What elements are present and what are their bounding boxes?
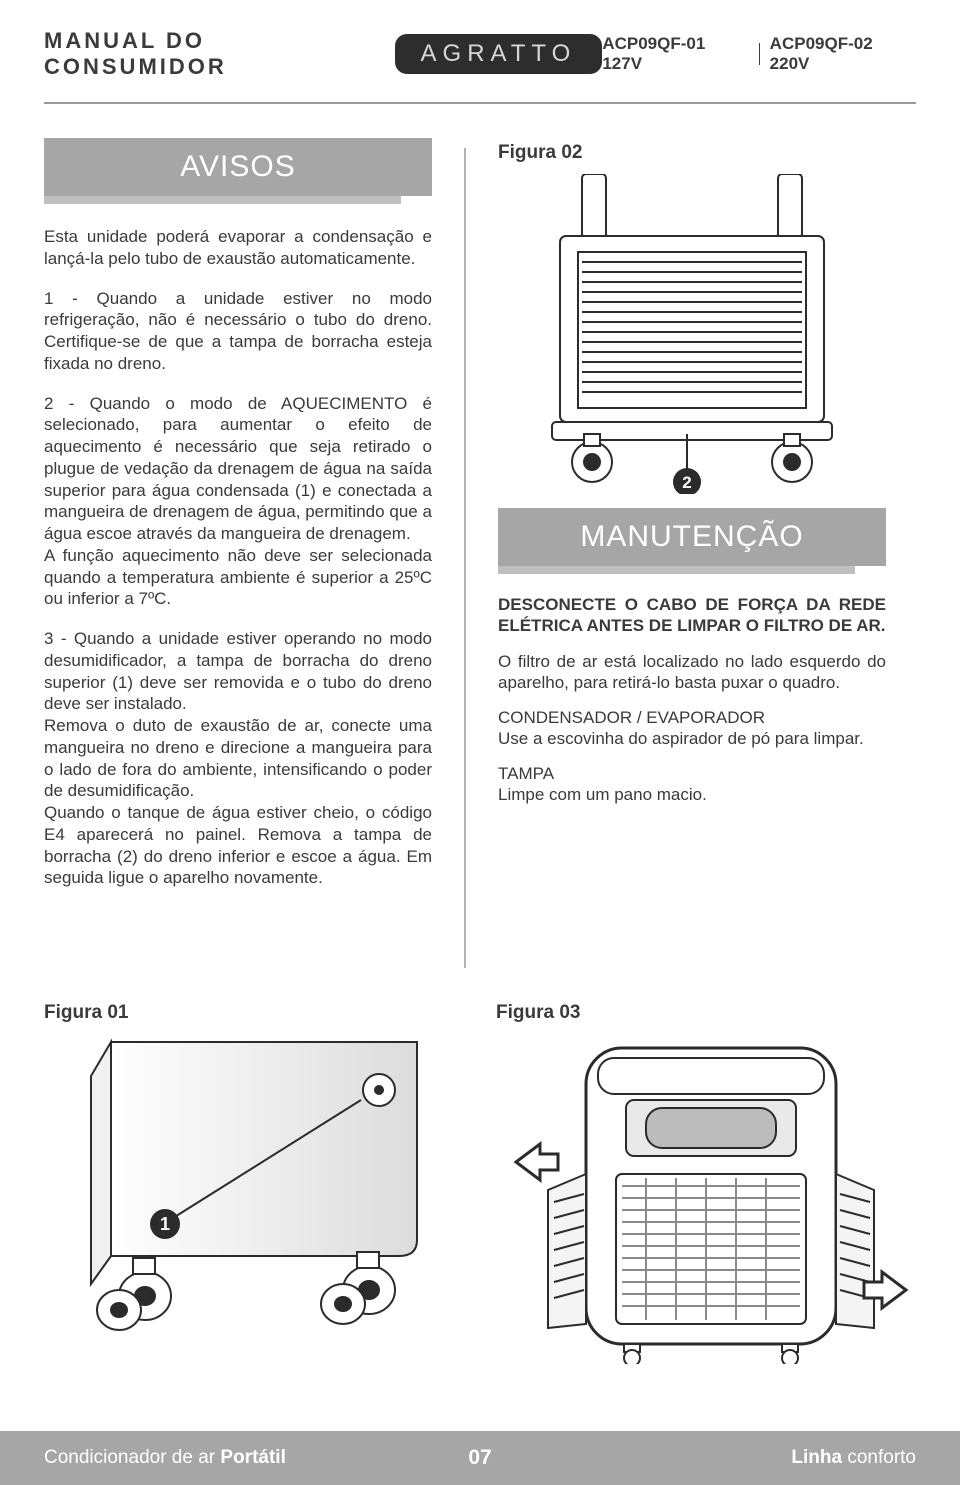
figure-02-callout-2: 2 — [673, 434, 701, 494]
column-left: AVISOS Esta unidade poderá evaporar a co… — [44, 138, 464, 968]
page-footer: Condicionador de ar Portátil 07 Linha co… — [0, 1431, 960, 1485]
main-columns: AVISOS Esta unidade poderá evaporar a co… — [0, 104, 960, 968]
figure-01-label: Figura 01 — [44, 1002, 464, 1024]
figure-03-label: Figura 03 — [496, 1002, 916, 1024]
avisos-item-1: 1 - Quando a unidade estiver no modo ref… — [44, 288, 432, 375]
model-code-1: ACP09QF-01 127V — [602, 34, 748, 74]
manual-title: MANUAL DO CONSUMIDOR — [44, 28, 395, 80]
avisos-banner-shadow — [44, 196, 401, 204]
footer-series-bold: Linha — [791, 1447, 842, 1468]
avisos-banner: AVISOS — [44, 138, 432, 196]
filter-location-text: O filtro de ar está localizado no lado e… — [498, 651, 886, 695]
avisos-intro: Esta unidade poderá evaporar a condensaç… — [44, 226, 432, 270]
page-header: MANUAL DO CONSUMIDOR AGRATTO ACP09QF-01 … — [0, 0, 960, 102]
avisos-item-3: 3 - Quando a unidade estiver operando no… — [44, 628, 432, 715]
figure-02-label: Figura 02 — [498, 142, 886, 164]
svg-text:1: 1 — [160, 1214, 170, 1234]
footer-product: Condicionador de ar Portátil — [44, 1447, 286, 1469]
maintenance-warning: DESCONECTE O CABO DE FORÇA DA REDE ELÉTR… — [498, 594, 886, 637]
avisos-item-3c: Quando o tanque de água estiver cheio, o… — [44, 802, 432, 889]
avisos-item-3b: Remova o duto de exaustão de ar, conecte… — [44, 715, 432, 802]
footer-product-pre: Condicionador de ar — [44, 1447, 220, 1468]
footer-series-rest: conforto — [842, 1447, 916, 1468]
figure-01-column: Figura 01 1 — [44, 1002, 464, 1364]
column-right: Figura 02 — [466, 138, 886, 968]
condenser-text: Use a escovinha do aspirador de pó para … — [498, 728, 886, 750]
avisos-item-2: 2 - Quando o modo de AQUECIMENTO é selec… — [44, 393, 432, 545]
brand-badge: AGRATTO — [395, 34, 603, 74]
footer-product-bold: Portátil — [220, 1447, 285, 1468]
figures-row: Figura 01 1 — [0, 968, 960, 1364]
figure-03 — [496, 1034, 916, 1364]
avisos-item-2b: A função aquecimento não deve ser seleci… — [44, 545, 432, 610]
figure-03-column: Figura 03 — [496, 1002, 916, 1364]
figure-02: 2 — [498, 174, 886, 494]
model-codes: ACP09QF-01 127V ACP09QF-02 220V — [602, 34, 916, 74]
manutencao-banner: MANUTENÇÃO — [498, 508, 886, 566]
cover-label: TAMPA — [498, 764, 886, 784]
cover-text: Limpe com um pano macio. — [498, 784, 886, 806]
figure-01-illustration: 1 — [49, 1034, 459, 1334]
svg-text:2: 2 — [682, 473, 691, 492]
arrow-left-icon — [516, 1144, 558, 1180]
figure-01: 1 — [44, 1034, 464, 1334]
manutencao-banner-shadow — [498, 566, 855, 574]
model-code-2: ACP09QF-02 220V — [770, 34, 916, 74]
footer-page-number: 07 — [468, 1446, 491, 1470]
figure-02-illustration: 2 — [512, 174, 872, 494]
footer-series: Linha conforto — [791, 1447, 916, 1469]
figure-03-illustration — [496, 1034, 916, 1364]
model-separator — [759, 43, 760, 65]
condenser-label: CONDENSADOR / EVAPORADOR — [498, 708, 886, 728]
